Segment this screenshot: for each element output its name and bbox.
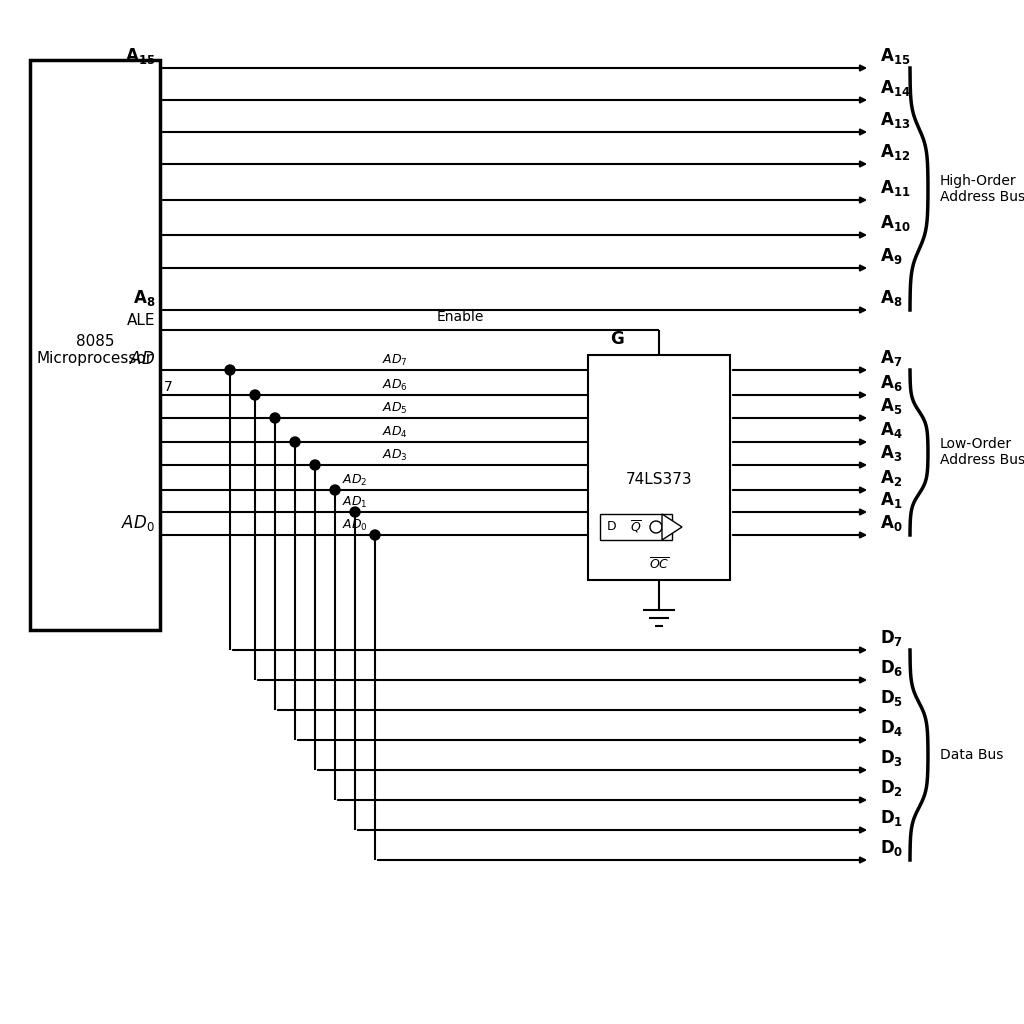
Text: $\mathbf{D_{3}}$: $\mathbf{D_{3}}$	[880, 748, 903, 768]
Text: $\mathbf{D_{5}}$: $\mathbf{D_{5}}$	[880, 688, 903, 708]
Circle shape	[310, 460, 319, 470]
Text: $\mathbf{D_{7}}$: $\mathbf{D_{7}}$	[880, 628, 903, 648]
Text: $\mathbf{A_{11}}$: $\mathbf{A_{11}}$	[880, 178, 910, 198]
Text: $\mathbf{D_{0}}$: $\mathbf{D_{0}}$	[880, 838, 903, 858]
Text: $\mathbf{A_9}$: $\mathbf{A_9}$	[880, 246, 902, 266]
Text: $\overline{Q}$: $\overline{Q}$	[630, 519, 642, 536]
Bar	[588, 355, 730, 580]
Text: Low-Order
Address Bus: Low-Order Address Bus	[940, 437, 1024, 467]
Text: $7$: $7$	[163, 380, 173, 394]
Text: 74LS373: 74LS373	[626, 472, 692, 487]
Text: $\mathbf{D_{2}}$: $\mathbf{D_{2}}$	[880, 778, 903, 798]
Text: $\mathbf{A_{12}}$: $\mathbf{A_{12}}$	[880, 142, 910, 162]
Text: $\overline{OC}$: $\overline{OC}$	[649, 557, 670, 572]
Text: $\mathbf{A_{15}}$: $\mathbf{A_{15}}$	[880, 46, 910, 66]
Text: $AD_{2}$: $AD_{2}$	[342, 473, 368, 488]
Text: $\mathbf{A_{0}}$: $\mathbf{A_{0}}$	[880, 513, 902, 534]
Text: $\mathbf{A_{7}}$: $\mathbf{A_{7}}$	[880, 348, 902, 368]
Text: $\mathbf{D_{4}}$: $\mathbf{D_{4}}$	[880, 718, 903, 738]
Text: $AD_{4}$: $AD_{4}$	[382, 425, 408, 440]
Text: 8085
Microprocessor: 8085 Microprocessor	[37, 334, 153, 367]
Text: D: D	[607, 520, 616, 534]
Text: $\mathbf{D_{6}}$: $\mathbf{D_{6}}$	[880, 658, 903, 678]
Text: $\mathbf{A_{15}}$: $\mathbf{A_{15}}$	[125, 46, 155, 66]
Circle shape	[290, 437, 300, 447]
Text: $\mathbf{A_8}$: $\mathbf{A_8}$	[880, 288, 902, 308]
Text: $AD_{1}$: $AD_{1}$	[342, 495, 368, 510]
Text: Enable: Enable	[436, 310, 483, 324]
Bar	[600, 514, 672, 540]
Text: ALE: ALE	[127, 313, 155, 328]
Text: $\mathbf{A_{2}}$: $\mathbf{A_{2}}$	[880, 468, 902, 488]
Text: $AD_0$: $AD_0$	[121, 513, 155, 534]
Text: $\mathbf{A_{14}}$: $\mathbf{A_{14}}$	[880, 78, 910, 98]
Text: Data Bus: Data Bus	[940, 748, 1004, 762]
Text: $AD_{3}$: $AD_{3}$	[382, 447, 408, 463]
Text: $\mathbf{A_{3}}$: $\mathbf{A_{3}}$	[880, 443, 902, 463]
Circle shape	[225, 365, 234, 375]
Text: High-Order
Address Bus: High-Order Address Bus	[940, 174, 1024, 204]
Text: $AD_{7}$: $AD_{7}$	[382, 353, 408, 368]
Circle shape	[330, 485, 340, 495]
Circle shape	[370, 530, 380, 540]
Text: $\mathbf{A_{13}}$: $\mathbf{A_{13}}$	[880, 110, 910, 130]
Text: $\mathbf{D_{1}}$: $\mathbf{D_{1}}$	[880, 808, 903, 828]
Text: $\mathbf{A_8}$: $\mathbf{A_8}$	[132, 288, 155, 308]
Text: $AD_{0}$: $AD_{0}$	[342, 518, 368, 534]
Circle shape	[270, 413, 280, 423]
Circle shape	[250, 390, 260, 400]
Text: $AD_{5}$: $AD_{5}$	[382, 401, 408, 416]
Bar	[30, 60, 160, 630]
Circle shape	[350, 507, 360, 517]
Text: $\mathbf{A_{4}}$: $\mathbf{A_{4}}$	[880, 420, 902, 440]
Text: $\mathbf{A_{10}}$: $\mathbf{A_{10}}$	[880, 213, 910, 233]
Polygon shape	[662, 514, 682, 540]
Text: $\mathbf{A_{5}}$: $\mathbf{A_{5}}$	[880, 396, 902, 416]
Text: $\mathbf{A_{6}}$: $\mathbf{A_{6}}$	[880, 373, 902, 393]
Text: G: G	[610, 330, 624, 348]
Text: $AD_{6}$: $AD_{6}$	[382, 378, 408, 393]
Text: $\mathbf{A_{1}}$: $\mathbf{A_{1}}$	[880, 490, 902, 510]
Text: $AD$: $AD$	[129, 350, 155, 368]
Circle shape	[650, 521, 662, 534]
